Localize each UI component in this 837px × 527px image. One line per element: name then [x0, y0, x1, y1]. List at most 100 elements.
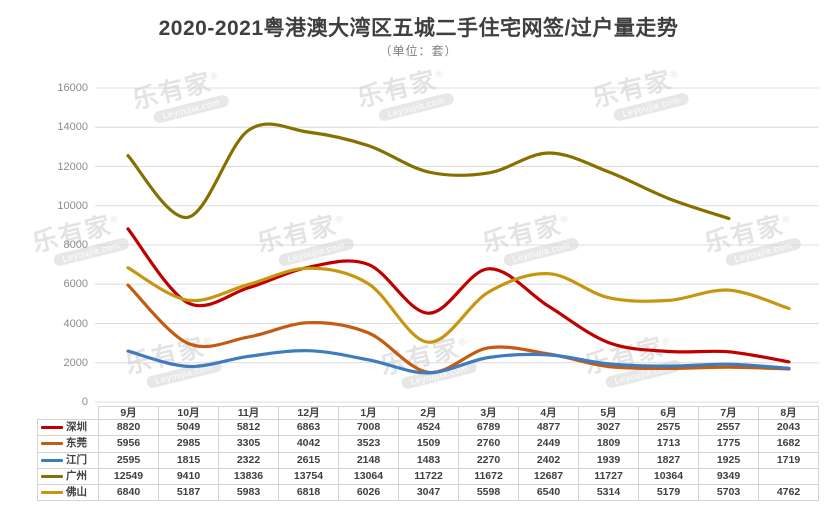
y-axis-label: 0: [81, 396, 88, 408]
value-cell: 3047: [398, 484, 459, 502]
data-table: 9月 10月 11月 12月 1月 2月 3月 4月 5月 6月 7月 8月 深圳 8820 5049 58…: [37, 406, 819, 502]
legend-cell: 广州: [37, 467, 99, 486]
value-cell: 9410: [158, 467, 219, 486]
y-axis-label: 14000: [57, 121, 88, 134]
value-cell: 4877: [518, 418, 579, 437]
watermark: 乐有家® Leyoujia.com: [129, 64, 231, 130]
page-title: 2020-2021粤港澳大湾区五城二手住宅网签/过户量走势: [158, 17, 679, 40]
value-cell: 2270: [458, 451, 519, 469]
watermark: 乐有家® Leyoujia.com: [589, 62, 691, 128]
registered-icon: ®: [669, 68, 682, 82]
watermark: 乐有家® Leyoujia.com: [701, 207, 803, 273]
value-cell: 2043: [758, 418, 819, 437]
value-cell: 11672: [458, 467, 519, 486]
value-cell: 1815: [158, 451, 219, 469]
value-cell: 12549: [98, 467, 159, 486]
registered-icon: ®: [457, 336, 470, 350]
registered-icon: ®: [334, 213, 347, 227]
value-cell: 9349: [698, 467, 759, 486]
y-axis-label: 16000: [57, 82, 88, 94]
registered-icon: ®: [559, 213, 572, 227]
table-head: 9月 10月 11月 12月 1月 2月 3月 4月 5月 6月 7月 8月: [38, 406, 819, 420]
value-cell: 6026: [338, 484, 399, 502]
value-cell: 3027: [578, 418, 639, 437]
legend-swatch: [41, 491, 63, 495]
watermark: 乐有家® Leyoujia.com: [354, 62, 456, 128]
month-header: 10月: [158, 406, 219, 420]
month-header: 5月: [578, 406, 639, 420]
watermark: 乐有家® Leyoujia.com: [377, 330, 479, 396]
value-cell: 13754: [278, 467, 339, 486]
value-cell: [758, 467, 819, 486]
month-header: 3月: [458, 406, 519, 420]
value-cell: 12687: [518, 467, 579, 486]
value-cell: 6818: [278, 484, 339, 502]
legend-label: 广州: [66, 469, 87, 482]
value-cell: 5956: [98, 435, 159, 453]
value-cell: 6863: [278, 418, 339, 437]
legend-cell: 江门: [37, 451, 99, 469]
value-cell: 1719: [758, 451, 819, 469]
watermark: 乐有家® Leyoujia.com: [479, 207, 581, 273]
value-cell: 6540: [518, 484, 579, 502]
month-header: 2月: [398, 406, 459, 420]
table-header-row: 9月 10月 11月 12月 1月 2月 3月 4月 5月 6月 7月 8月: [38, 406, 819, 420]
value-cell: 1827: [638, 451, 699, 469]
month-header: 7月: [698, 406, 759, 420]
value-cell: 2557: [698, 418, 759, 437]
month-header: 1月: [338, 406, 399, 420]
value-cell: 8820: [98, 418, 159, 437]
value-cell: 2595: [98, 451, 159, 469]
table-row: 广州 12549 9410 13836 13754 13064 11722 11672 1268…: [37, 467, 819, 486]
legend-label: 佛山: [66, 486, 87, 499]
value-cell: 1775: [698, 435, 759, 453]
value-cell: 5049: [158, 418, 219, 437]
table-row: 东莞 5956 2985 3305 4042 3523 1509 2760 2449 1809 17…: [37, 435, 819, 453]
value-cell: 3305: [218, 435, 279, 453]
table-body: 深圳 8820 5049 5812 6863 7008 4524 6789 4877 3027 25…: [37, 418, 819, 502]
value-cell: 1713: [638, 435, 699, 453]
value-cell: 1809: [578, 435, 639, 453]
value-cell: 2402: [518, 451, 579, 469]
legend-cell: 东莞: [37, 435, 99, 453]
value-cell: 2760: [458, 435, 519, 453]
value-cell: 2148: [338, 451, 399, 469]
value-cell: 4762: [758, 484, 819, 502]
value-cell: 4042: [278, 435, 339, 453]
registered-icon: ®: [661, 335, 674, 349]
value-cell: 2449: [518, 435, 579, 453]
value-cell: 1682: [758, 435, 819, 453]
value-cell: 3523: [338, 435, 399, 453]
value-cell: 2985: [158, 435, 219, 453]
value-cell: 11722: [398, 467, 459, 486]
table-row: 江门 2595 1815 2322 2615 2148 1483 2270 2402 1939 18…: [37, 451, 819, 469]
legend-cell: 佛山: [37, 484, 99, 502]
legend-swatch: [41, 474, 63, 478]
value-cell: 1939: [578, 451, 639, 469]
value-cell: 6789: [458, 418, 519, 437]
y-axis-label: 12000: [57, 160, 88, 173]
value-cell: 7008: [338, 418, 399, 437]
legend-label: 东莞: [66, 437, 87, 450]
value-cell: 5812: [218, 418, 279, 437]
y-axis-label: 6000: [63, 278, 88, 291]
legend-swatch: [41, 442, 63, 446]
value-cell: 2322: [218, 451, 279, 469]
value-cell: 5703: [698, 484, 759, 502]
value-cell: 5983: [218, 484, 279, 502]
watermark: 乐有家® Leyoujia.com: [122, 329, 224, 395]
value-cell: 5314: [578, 484, 639, 502]
value-cell: 5179: [638, 484, 699, 502]
registered-icon: ®: [202, 335, 215, 349]
table-row: 佛山 6840 5187 5983 6818 6026 3047 5598 6540 5314 51…: [37, 484, 819, 502]
registered-icon: ®: [109, 213, 122, 227]
value-cell: 2575: [638, 418, 699, 437]
legend-label: 江门: [66, 453, 87, 466]
legend-label: 深圳: [66, 421, 87, 433]
value-cell: 1925: [698, 451, 759, 469]
value-cell: 5187: [158, 484, 219, 502]
corner-cell: [38, 407, 99, 420]
value-cell: 11727: [578, 467, 639, 486]
legend-swatch: [41, 426, 63, 429]
